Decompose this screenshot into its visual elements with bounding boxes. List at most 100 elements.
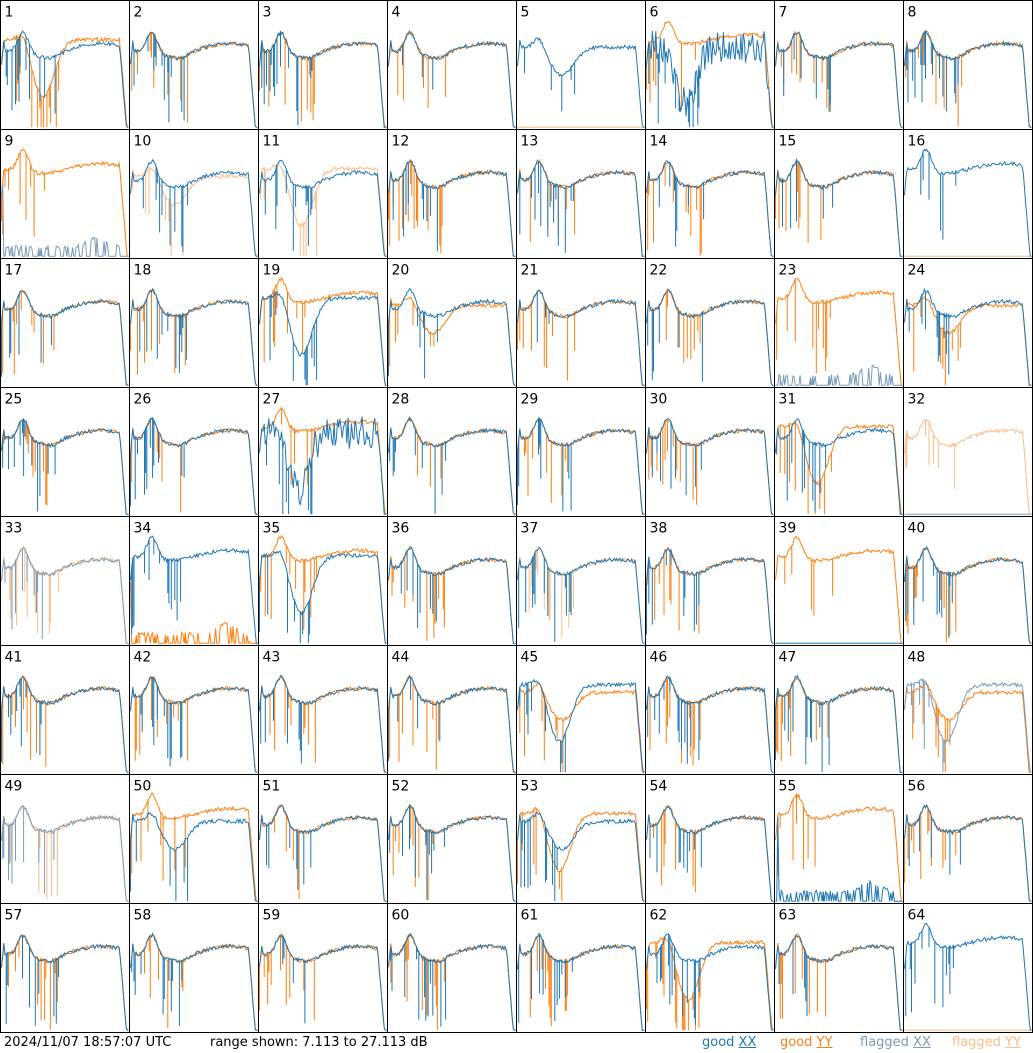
- panel-label: 53: [521, 779, 539, 795]
- panel-57: 57: [0, 903, 130, 1033]
- series-xx-good: [775, 418, 903, 515]
- panel-frame: [516, 258, 646, 388]
- series-xx-good: [388, 803, 516, 902]
- panel-frame: [387, 516, 517, 646]
- series-yy-good: [0, 148, 129, 257]
- panel-63: 63: [774, 903, 904, 1033]
- series-xx-good: [130, 287, 258, 386]
- series-xx-good: [775, 674, 903, 773]
- series-xx-flagged: [904, 677, 1032, 773]
- panel-label: 64: [908, 908, 926, 924]
- timestamp: 2024/11/07 18:57:07 UTC: [4, 1035, 172, 1050]
- panel-59: 59: [258, 903, 388, 1033]
- series-xx-good: [646, 30, 774, 128]
- series-xx-good: [517, 932, 645, 1031]
- panel-frame: [129, 0, 259, 130]
- panel-6: 6: [645, 0, 775, 130]
- series-xx-good: [646, 160, 774, 257]
- panel-23: 23: [774, 258, 904, 388]
- panel-label: 31: [779, 392, 797, 408]
- panel-label: 2: [134, 5, 143, 21]
- series-xx-good: [130, 676, 258, 773]
- panel-frame: [774, 0, 904, 130]
- series-xx-good: [1, 290, 129, 386]
- series-xx-good: [259, 30, 387, 128]
- series-yy-good: [259, 534, 387, 644]
- panel-frame: [645, 258, 775, 388]
- panel-50: 50: [129, 774, 259, 904]
- panel-frame: [774, 645, 904, 775]
- panel-19: 19: [258, 258, 388, 388]
- panel-34: 34: [129, 516, 259, 646]
- series-xx-good: [517, 289, 645, 386]
- panel-60: 60: [387, 903, 517, 1033]
- panel-label: 7: [779, 5, 788, 21]
- panel-22: 22: [645, 258, 775, 388]
- panel-label: 23: [779, 263, 797, 279]
- panel-54: 54: [645, 774, 775, 904]
- panel-48: 48: [903, 645, 1033, 775]
- panel-15: 15: [774, 129, 904, 259]
- panel-label: 5: [521, 5, 530, 21]
- panel-frame: [387, 387, 517, 517]
- range-text: range shown: 7.113 to 27.113 dB: [210, 1035, 428, 1050]
- panel-frame: [903, 645, 1033, 775]
- panel-label: 58: [134, 908, 152, 924]
- panel-frame: [903, 774, 1033, 904]
- panel-frame: [645, 387, 775, 517]
- series-xx-good: [388, 932, 516, 1031]
- panel-label: 25: [5, 392, 23, 408]
- panel-label: 52: [392, 779, 410, 795]
- panel-label: 15: [779, 134, 797, 150]
- series-xx-good: [130, 31, 258, 128]
- series-xx-good: [646, 418, 774, 515]
- panel-frame: [774, 387, 904, 517]
- panel-56: 56: [903, 774, 1033, 904]
- panel-label: 21: [521, 263, 539, 279]
- panel-43: 43: [258, 645, 388, 775]
- panel-frame: [645, 129, 775, 259]
- panel-3: 3: [258, 0, 388, 130]
- panel-label: 59: [263, 908, 281, 924]
- panel-label: 37: [521, 521, 539, 537]
- series-xx-good: [775, 157, 903, 257]
- panel-label: 19: [263, 263, 281, 279]
- panel-label: 6: [650, 5, 659, 21]
- panel-label: 22: [650, 263, 668, 279]
- legend-good-xx: good XX: [702, 1035, 757, 1050]
- panel-25: 25: [0, 387, 130, 517]
- series-xx-good: [130, 417, 258, 515]
- series-xx-good: [517, 37, 645, 128]
- panel-11: 11: [258, 129, 388, 259]
- series-xx-good: [904, 288, 1032, 386]
- series-xx-good: [646, 805, 774, 902]
- series-xx-good: [259, 675, 387, 773]
- panel-label: 34: [134, 521, 152, 537]
- panel-label: 36: [392, 521, 410, 537]
- panel-37: 37: [516, 516, 646, 646]
- panel-label: 40: [908, 521, 926, 537]
- panel-label: 28: [392, 392, 410, 408]
- panel-label: 26: [134, 392, 152, 408]
- panel-29: 29: [516, 387, 646, 517]
- panel-frame: [516, 0, 646, 130]
- panel-label: 9: [5, 134, 14, 150]
- series-xx-good: [517, 546, 645, 644]
- panel-45: 45: [516, 645, 646, 775]
- series-xx-flagged: [1, 182, 129, 257]
- series-yy-good: [775, 677, 903, 773]
- panel-20: 20: [387, 258, 517, 388]
- panel-28: 28: [387, 387, 517, 517]
- panel-frame: [516, 645, 646, 775]
- panel-42: 42: [129, 645, 259, 775]
- panel-2: 2: [129, 0, 259, 130]
- panel-label: 4: [392, 5, 401, 21]
- series-xx-good: [517, 159, 645, 257]
- series-yy-good: [775, 536, 903, 644]
- series-yy-good: [259, 276, 387, 386]
- panel-label: 13: [521, 134, 539, 150]
- panel-8: 8: [903, 0, 1033, 130]
- panel-label: 46: [650, 650, 668, 666]
- panel-51: 51: [258, 774, 388, 904]
